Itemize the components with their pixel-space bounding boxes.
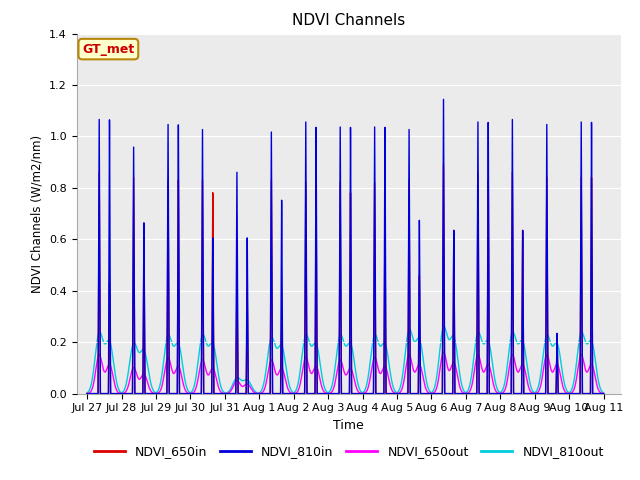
- Text: GT_met: GT_met: [82, 43, 134, 56]
- Y-axis label: NDVI Channels (W/m2/nm): NDVI Channels (W/m2/nm): [31, 134, 44, 293]
- X-axis label: Time: Time: [333, 419, 364, 432]
- Legend: NDVI_650in, NDVI_810in, NDVI_650out, NDVI_810out: NDVI_650in, NDVI_810in, NDVI_650out, NDV…: [89, 440, 609, 463]
- Title: NDVI Channels: NDVI Channels: [292, 13, 405, 28]
